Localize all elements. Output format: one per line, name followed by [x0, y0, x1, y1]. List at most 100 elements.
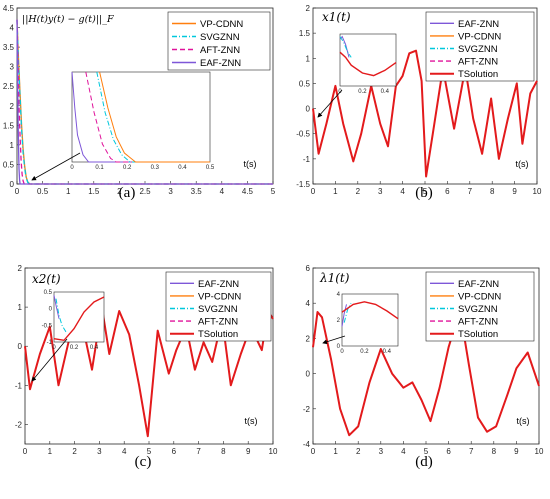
inset-series-line	[85, 71, 210, 163]
series-line-tsolution	[312, 309, 540, 437]
inset-frame	[339, 33, 397, 87]
y-tick-label: 0	[10, 180, 15, 189]
x-tick-label: 1	[333, 187, 338, 196]
legend-entry: VP-CDNN	[200, 19, 243, 30]
legend-box	[167, 11, 271, 71]
x-tick-label: 0	[15, 187, 20, 196]
y-tick-label: 0.5	[299, 79, 311, 88]
inset-series-line	[53, 296, 105, 342]
x-tick-label: 7	[196, 447, 201, 456]
legend-entry: EAF-ZNN	[198, 279, 239, 290]
inset-y-tick-label: 0	[49, 307, 53, 313]
x-tick-label: 2	[356, 447, 361, 456]
panel-caption: (d)	[415, 454, 433, 470]
inset-series-line	[99, 71, 210, 163]
x-tick-label: 10	[535, 447, 544, 456]
inset-x-tick-label: 0.2	[70, 345, 79, 351]
x-tick-label: 5	[424, 447, 429, 456]
inset-series-line	[339, 36, 352, 58]
x-tick-label: 2.5	[139, 187, 151, 196]
x-tick-label: 9	[512, 187, 517, 196]
inset-series-line	[53, 295, 60, 319]
legend-entry: EAF-ZNN	[458, 19, 499, 30]
chart-title: λ1(t)	[319, 271, 350, 285]
x-tick-label: 8	[221, 447, 226, 456]
series-line-aft-znn	[16, 19, 273, 185]
y-tick-label: -0.5	[296, 130, 310, 139]
inset-y-tick-label: -1	[47, 340, 53, 346]
inset-plot: 0 0.2 0.4 0.5 0 -0.5 -1	[42, 290, 105, 351]
inset-series-line	[341, 301, 399, 320]
series-line-svgznn	[16, 19, 273, 185]
y-tick-label: 2.5	[3, 82, 15, 91]
inset-plot: 0 0.2 0.4 4 2 0	[337, 292, 399, 355]
inset-x-tick-label: 0.2	[358, 89, 367, 95]
x-tick-label: 1	[66, 187, 71, 196]
y-tick-label: 1	[10, 141, 15, 150]
inset-frame	[53, 291, 105, 343]
y-tick-label: -1.5	[296, 180, 310, 189]
x-tick-label: 3	[378, 187, 383, 196]
y-tick-label: 4	[10, 24, 15, 33]
y-tick-label: 3	[10, 63, 15, 72]
x-tick-label: 3	[168, 187, 173, 196]
panel-caption: (a)	[119, 185, 136, 201]
x-axis-label: t(s)	[516, 159, 529, 169]
inset-frame	[341, 293, 399, 347]
inset-plot: 00.20.4	[338, 33, 397, 95]
series-line-tsolution	[24, 306, 274, 438]
x-axis-label: t(s)	[245, 416, 258, 426]
inset-x-tick-label: 0.5	[206, 165, 215, 171]
inset-y-tick-label: 2	[337, 318, 341, 324]
x-tick-label: 1	[333, 447, 338, 456]
x-tick-label: 0.5	[37, 187, 49, 196]
inset-series-line	[341, 304, 347, 327]
x-tick-label: 5	[423, 187, 428, 196]
y-tick-label: -1	[15, 381, 23, 390]
y-tick-label: 0	[18, 342, 23, 351]
inset-y-tick-label: 0.5	[44, 290, 53, 296]
y-tick-label: 0	[306, 105, 311, 114]
x-tick-label: 2	[117, 187, 122, 196]
x-tick-label: 2	[356, 187, 361, 196]
x-tick-label: 0	[311, 187, 316, 196]
x-tick-label: 3.5	[191, 187, 203, 196]
inset-y-tick-label: -0.5	[42, 323, 53, 329]
x-tick-label: 8	[492, 447, 497, 456]
inset-plot: 0 0.1 0.2 0.3 0.4 0.5	[70, 71, 215, 171]
x-tick-label: 1	[48, 447, 53, 456]
zoom-arrow	[317, 89, 343, 118]
legend-entry: AFT-ZNN	[200, 45, 240, 56]
inset-y-tick-label: 4	[337, 292, 341, 298]
y-tick-label: 1	[18, 303, 23, 312]
inset-frame	[71, 71, 211, 163]
y-tick-label: 4.5	[3, 4, 15, 13]
inset-y-tick-label: 0	[337, 344, 341, 350]
inset-x-tick-label: 0.4	[381, 89, 390, 95]
y-tick-label: 6	[306, 264, 311, 273]
inset-x-tick-label: 0.4	[90, 345, 99, 351]
y-tick-label: 0	[306, 370, 311, 379]
inset-x-tick-label: 0.4	[178, 165, 187, 171]
y-tick-label: 2	[306, 334, 311, 343]
x-tick-label: 5	[271, 187, 276, 196]
inset-x-tick-label: 0.1	[95, 165, 104, 171]
x-tick-label: 2	[72, 447, 77, 456]
legend-entry: SVGZNN	[458, 44, 498, 55]
series-line-eaf-znn	[16, 19, 273, 185]
legend: VP-CDNN SVGZNN AFT-ZNN EAF-ZNN	[167, 11, 271, 71]
y-tick-label: 3.5	[3, 43, 15, 52]
x-tick-label: 3	[379, 447, 384, 456]
legend-entry: AFT-ZNN	[458, 57, 498, 68]
legend-entry: SVGZNN	[198, 304, 238, 315]
legend-entry: VP-CDNN	[458, 291, 501, 302]
x-tick-label: 0	[23, 447, 28, 456]
x-axis-label: t(s)	[517, 416, 530, 426]
inset-x-tick-label: 0	[52, 345, 56, 351]
y-tick-label: 1.5	[299, 29, 311, 38]
y-tick-label: 4	[306, 299, 311, 308]
